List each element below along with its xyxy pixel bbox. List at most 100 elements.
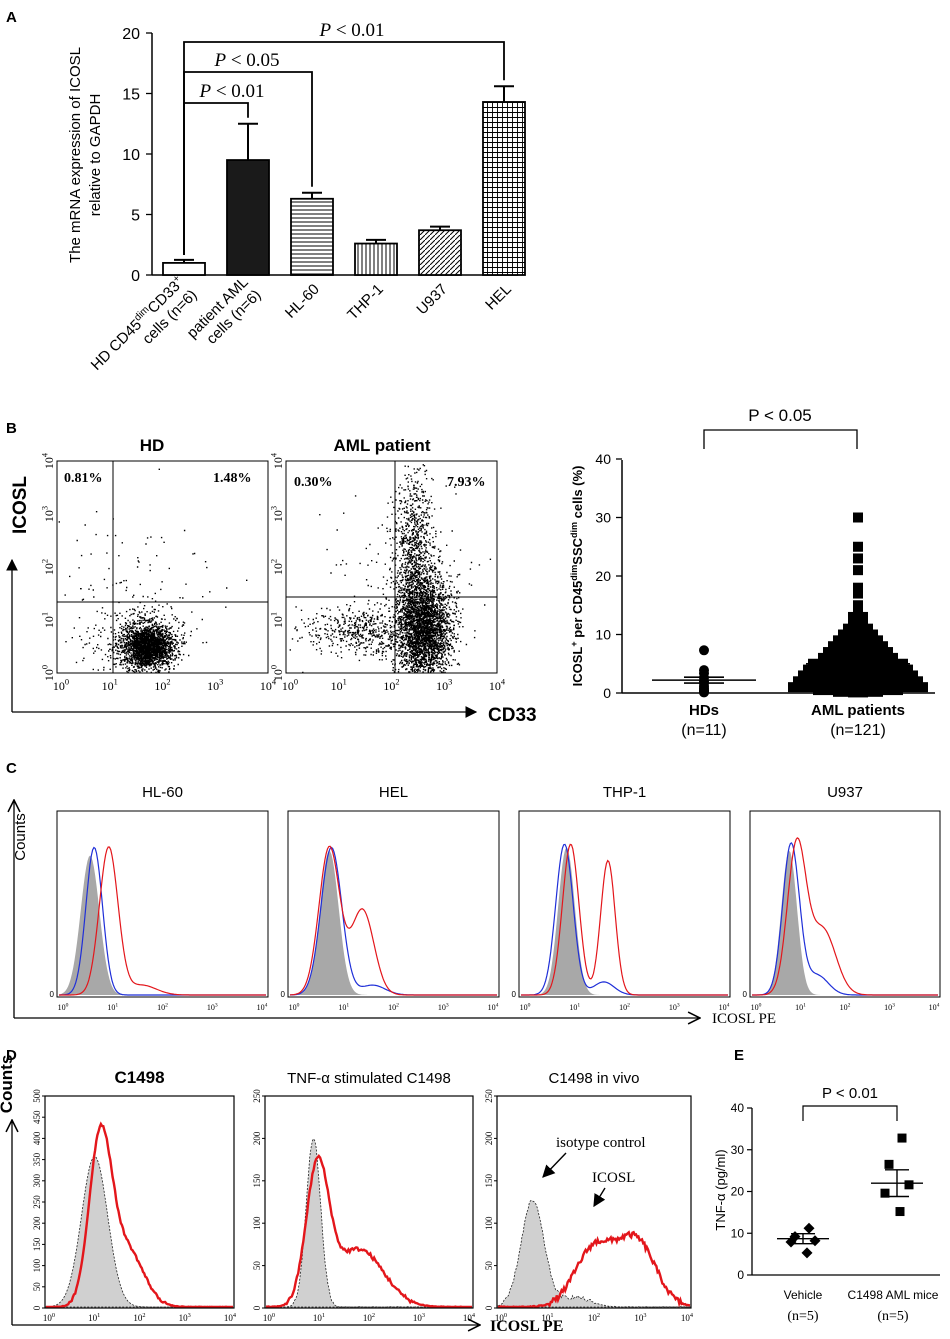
c-hist-red bbox=[521, 843, 728, 996]
bs-point-aml bbox=[878, 652, 888, 663]
a-sig-bracket bbox=[183, 102, 249, 255]
e-point-aml bbox=[904, 1180, 914, 1190]
c-title: HEL bbox=[379, 784, 408, 801]
d-y-axis-label: Counts bbox=[0, 1055, 16, 1114]
c-frame bbox=[749, 810, 941, 998]
c-xtick-label: 104 bbox=[719, 1002, 730, 1012]
a-ytick-label: 10 bbox=[122, 147, 140, 164]
bs-point-aml bbox=[823, 685, 833, 696]
bs-point-aml bbox=[853, 553, 863, 564]
bs-point-aml bbox=[878, 641, 888, 652]
bs-point-aml bbox=[818, 670, 828, 681]
d-xtick-label: 100 bbox=[43, 1312, 55, 1323]
svg-text:THP-1: THP-1 bbox=[344, 281, 387, 324]
b-xtick-label: 103 bbox=[207, 678, 223, 693]
e-group1-name: Vehicle bbox=[784, 1288, 823, 1302]
bs-point-aml bbox=[838, 629, 848, 640]
panel-letter-b: B bbox=[6, 420, 17, 437]
bs-point-aml bbox=[838, 652, 848, 663]
a-ytick-label: 15 bbox=[122, 87, 140, 104]
a-bar bbox=[226, 159, 270, 276]
d-ytick-label: 100 bbox=[252, 1216, 262, 1230]
c-ytick-label: 0 bbox=[743, 990, 748, 999]
bs-point-aml bbox=[888, 670, 898, 681]
bs-point-aml bbox=[823, 676, 833, 687]
c-xtick-label: 103 bbox=[669, 1002, 680, 1012]
d-ytick-label: 0 bbox=[484, 1305, 494, 1310]
bs-point-aml bbox=[858, 652, 868, 663]
d-arrow-isotype bbox=[542, 1152, 567, 1178]
bs-point-aml bbox=[813, 676, 823, 687]
c-xtick-label: 100 bbox=[520, 1002, 531, 1012]
svg-text:U937: U937 bbox=[413, 281, 450, 318]
bs-point-aml bbox=[813, 685, 823, 696]
d-arrow-icosl bbox=[593, 1187, 606, 1208]
c-xtick-label: 100 bbox=[58, 1002, 69, 1012]
bs-point-aml bbox=[848, 687, 858, 698]
d-xtick-label: 100 bbox=[263, 1312, 275, 1323]
bs-point-aml bbox=[798, 682, 808, 693]
b-hd-quad-ul: 0.81% bbox=[64, 471, 103, 486]
e-ytick-label: 0 bbox=[737, 1268, 744, 1282]
bs-point-aml bbox=[908, 670, 918, 681]
bs-point-aml bbox=[868, 641, 878, 652]
bs-point-aml bbox=[833, 664, 843, 675]
bs-point-aml bbox=[848, 629, 858, 640]
d-xtick-label: 103 bbox=[634, 1312, 646, 1323]
b-xtick-label: 102 bbox=[383, 678, 399, 693]
d-xtick-label: 103 bbox=[413, 1312, 425, 1323]
bs-point-aml bbox=[828, 641, 838, 652]
bs-point-aml bbox=[813, 664, 823, 675]
b-y-axis-label: ICOSL bbox=[10, 476, 31, 534]
d-ytick-label: 50 bbox=[484, 1261, 494, 1271]
b-hd-quad-ur: 1.48% bbox=[213, 471, 252, 486]
b-xtick-label: 100 bbox=[53, 678, 69, 693]
bs-point-aml bbox=[848, 670, 858, 681]
bs-point-aml bbox=[828, 670, 838, 681]
bs-point-aml bbox=[853, 541, 863, 552]
bs-point-aml bbox=[788, 682, 798, 693]
c-xtick-label: 101 bbox=[795, 1002, 806, 1012]
d-hist-icosl bbox=[46, 1121, 233, 1309]
b-ytick-label: 104 bbox=[41, 452, 56, 469]
bs-point-aml bbox=[883, 676, 893, 687]
bs-point-aml bbox=[843, 635, 853, 646]
bs-point-hd bbox=[699, 687, 709, 698]
b-ytick-group: 103 bbox=[41, 506, 56, 522]
b-ytick-group: 102 bbox=[270, 559, 285, 575]
bs-point-aml bbox=[863, 635, 873, 646]
c-xtick-label: 104 bbox=[257, 1002, 268, 1012]
b-hd-title: HD bbox=[140, 436, 165, 455]
b-ytick-group: 102 bbox=[41, 559, 56, 575]
a-ytick-label: 0 bbox=[131, 268, 140, 285]
d-hist-isotype bbox=[497, 1199, 691, 1308]
bs-point-aml bbox=[828, 652, 838, 663]
b-hd-dense-cluster bbox=[98, 601, 192, 674]
d-frame bbox=[496, 1095, 692, 1309]
d-x-axis-label: ICOSL PE bbox=[490, 1318, 563, 1335]
e-ytick-label: 10 bbox=[731, 1226, 745, 1240]
bs-point-aml bbox=[863, 676, 873, 687]
d-ytick-label: 150 bbox=[32, 1237, 42, 1251]
b-ytick-label: 103 bbox=[270, 506, 285, 522]
bs-point-aml bbox=[853, 635, 863, 646]
bs-point-aml bbox=[853, 676, 863, 687]
b-ytick-label: 103 bbox=[41, 506, 56, 522]
a-ylabel-line1: The mRNA expression of ICOSL bbox=[67, 47, 84, 263]
bs-point-aml bbox=[863, 664, 873, 675]
e-group2-n: (n=5) bbox=[877, 1309, 909, 1324]
flow-plots-b: HD AML patient 0.81% 1.48% 0.30% 7.93% 1… bbox=[6, 436, 537, 726]
bs-point-aml bbox=[853, 606, 863, 617]
bs-point-aml bbox=[853, 664, 863, 675]
svg-text:HEL: HEL bbox=[482, 281, 515, 314]
d-title: C1498 bbox=[114, 1068, 164, 1087]
bs-group2-n: (n=121) bbox=[830, 722, 886, 739]
bs-point-aml bbox=[893, 676, 903, 687]
c-frame bbox=[287, 810, 500, 998]
bs-point-aml bbox=[903, 676, 913, 687]
b-ytick-group: 103 bbox=[270, 506, 285, 522]
e-group2-name: C1498 AML mice bbox=[848, 1288, 939, 1302]
bs-point-aml bbox=[833, 686, 843, 697]
